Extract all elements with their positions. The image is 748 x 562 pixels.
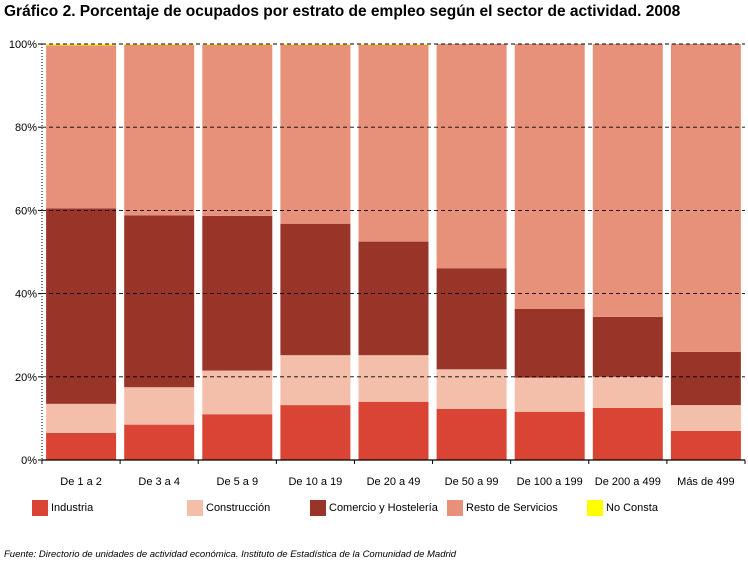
legend-label: Construcción: [206, 502, 271, 514]
x-tick-label: De 5 a 9: [217, 476, 259, 488]
legend-item: Construcción: [187, 499, 270, 517]
bar-segment-1-5: [358, 401, 429, 460]
bar-segment-1-2: [124, 424, 195, 460]
x-tick-label: De 3 a 4: [138, 476, 180, 488]
legend-swatch: [187, 500, 203, 516]
bar-segment-1-6: [436, 408, 507, 460]
bar-segment-1-4: [280, 405, 351, 460]
bar-segment-3-8: [592, 316, 663, 377]
legend-swatch: [310, 500, 326, 516]
source-note: Fuente: Directorio de unidades de activi…: [4, 549, 457, 560]
bar-segment-1-3: [202, 414, 273, 460]
legend-label: Resto de Servicios: [466, 502, 558, 514]
stacked-bar-chart: 0% 20% 40% 60% 80% 100% De 1 a 2 De 3 a 4 De 5 a…: [9, 39, 746, 488]
x-tick-label: De 200 a 499: [595, 476, 661, 488]
x-tick-label: De 50 a 99: [445, 476, 499, 488]
bar-segment-2-6: [436, 369, 507, 409]
bar-segment-4-8: [592, 44, 663, 317]
bar-segment-2-4: [280, 355, 351, 406]
bar-segment-1-1: [46, 432, 117, 460]
bar-segment-4-9: [670, 44, 741, 352]
x-tick-label: De 100 a 199: [517, 476, 583, 488]
bars-layer: [46, 44, 741, 460]
bar-segment-1-7: [514, 411, 585, 460]
legend-item: Comercio y Hostelería: [310, 499, 438, 517]
x-tick-label: De 1 a 2: [60, 476, 102, 488]
bar-segment-2-7: [514, 377, 585, 412]
bar-segment-3-7: [514, 308, 585, 378]
x-tick-label: De 10 a 19: [288, 476, 342, 488]
legend-label: Comercio y Hostelería: [329, 502, 438, 514]
y-tick-label: 60%: [15, 205, 37, 217]
bar-segment-2-3: [202, 370, 273, 415]
bar-segment-2-5: [358, 355, 429, 402]
y-tick-label: 100%: [9, 39, 37, 51]
bar-segment-1-8: [592, 408, 663, 460]
grid-layer: [42, 43, 745, 378]
legend-swatch: [587, 500, 603, 516]
y-tick-label: 80%: [15, 122, 37, 134]
legend-label: No Consta: [606, 502, 658, 514]
bar-segment-4-7: [514, 44, 585, 309]
bar-segment-2-9: [670, 405, 741, 431]
legend-item: Resto de Servicios: [447, 499, 558, 517]
bar-segment-3-6: [436, 268, 507, 370]
bar-segment-3-5: [358, 241, 429, 356]
x-tick-label: De 20 a 49: [367, 476, 421, 488]
bar-segment-4-2: [124, 44, 195, 216]
legend-item: Industria: [32, 499, 93, 517]
chart-title: Gráfico 2. Porcentaje de ocupados por es…: [4, 3, 681, 20]
bar-segment-4-4: [280, 44, 351, 224]
bar-segment-3-2: [124, 215, 195, 388]
y-tick-label: 20%: [15, 372, 37, 384]
legend-label: Industria: [51, 502, 94, 514]
y-tick-label: 0%: [21, 455, 37, 467]
x-tick-label: Más de 499: [677, 476, 734, 488]
bar-segment-2-8: [592, 376, 663, 408]
bar-segment-3-1: [46, 208, 117, 404]
bar-segment-2-1: [46, 403, 117, 433]
bar-segment-3-9: [670, 351, 741, 406]
bar-segment-5-1: [46, 44, 117, 46]
bar-segment-5-3: [202, 44, 273, 45]
bar-segment-4-6: [436, 44, 507, 269]
bar-segment-3-4: [280, 223, 351, 356]
y-tick-label: 40%: [15, 289, 37, 301]
legend-swatch: [447, 500, 463, 516]
bar-segment-1-9: [670, 430, 741, 460]
legend-swatch: [32, 500, 48, 516]
bar-segment-5-2: [124, 44, 195, 45]
bar-segment-4-5: [358, 44, 429, 242]
axis-layer: 0% 20% 40% 60% 80% 100% De 1 a 2 De 3 a 4 De 5 a…: [9, 39, 746, 488]
bar-segment-4-3: [202, 44, 273, 216]
bar-segment-2-2: [124, 387, 195, 425]
legend-item: No Consta: [587, 499, 658, 517]
